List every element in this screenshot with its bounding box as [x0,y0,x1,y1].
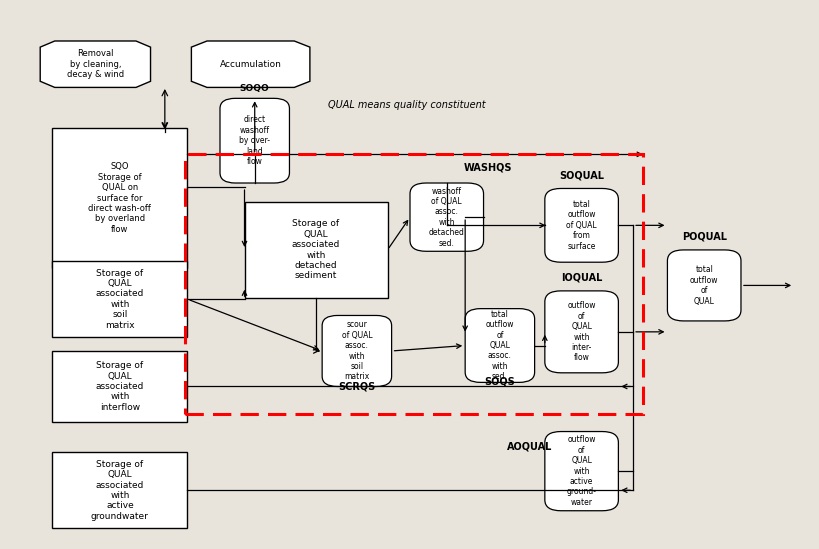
FancyBboxPatch shape [244,202,387,298]
Text: SOQS: SOQS [484,376,514,386]
FancyBboxPatch shape [322,316,391,386]
Text: SOQO: SOQO [240,85,269,93]
FancyBboxPatch shape [464,309,534,383]
FancyBboxPatch shape [667,250,740,321]
Text: Removal
by cleaning,
decay & wind: Removal by cleaning, decay & wind [66,49,124,79]
FancyBboxPatch shape [52,128,187,268]
FancyBboxPatch shape [410,183,483,251]
Polygon shape [40,41,151,87]
FancyBboxPatch shape [544,291,618,373]
Polygon shape [191,41,310,87]
Text: Storage of
QUAL
associated
with
interflow: Storage of QUAL associated with interflo… [96,361,144,412]
Text: scour
of QUAL
assoc.
with
soil
matrix: scour of QUAL assoc. with soil matrix [342,321,372,382]
FancyBboxPatch shape [52,351,187,422]
Text: SOQUAL: SOQUAL [559,170,604,180]
Text: total
outflow
of QUAL
from
surface: total outflow of QUAL from surface [566,200,596,251]
Text: Storage of
QUAL
associated
with
soil
matrix: Storage of QUAL associated with soil mat… [96,268,144,329]
Text: IOQUAL: IOQUAL [560,273,602,283]
Text: total
outflow
of
QUAL
assoc.
with
sed.: total outflow of QUAL assoc. with sed. [485,310,514,381]
Text: direct
washoff
by over-
land
flow: direct washoff by over- land flow [239,115,270,166]
Text: WASHQS: WASHQS [463,163,511,173]
FancyBboxPatch shape [219,98,289,183]
Text: SQO
Storage of
QUAL on
surface for
direct wash-off
by overland
flow: SQO Storage of QUAL on surface for direc… [88,163,152,234]
FancyBboxPatch shape [52,452,187,529]
FancyBboxPatch shape [544,188,618,262]
Text: washoff
of QUAL
assoc.
with
detached
sed.: washoff of QUAL assoc. with detached sed… [428,187,464,248]
Text: POQUAL: POQUAL [681,232,726,242]
Bar [185,154,642,414]
Text: AOQUAL: AOQUAL [507,441,552,452]
Text: outflow
of
QUAL
with
inter-
flow: outflow of QUAL with inter- flow [567,301,595,362]
Text: Storage of
QUAL
associated
with
active
groundwater: Storage of QUAL associated with active g… [91,460,148,521]
Text: SCRQS: SCRQS [338,382,375,391]
FancyBboxPatch shape [544,432,618,511]
Text: Accumulation: Accumulation [219,60,281,69]
Text: QUAL means quality constituent: QUAL means quality constituent [328,100,486,110]
FancyBboxPatch shape [52,261,187,337]
Text: total
outflow
of
QUAL: total outflow of QUAL [689,265,717,306]
Text: Storage of
QUAL
associated
with
detached
sediment: Storage of QUAL associated with detached… [292,220,340,281]
Text: outflow
of
QUAL
with
active
ground-
water: outflow of QUAL with active ground- wate… [566,435,596,507]
